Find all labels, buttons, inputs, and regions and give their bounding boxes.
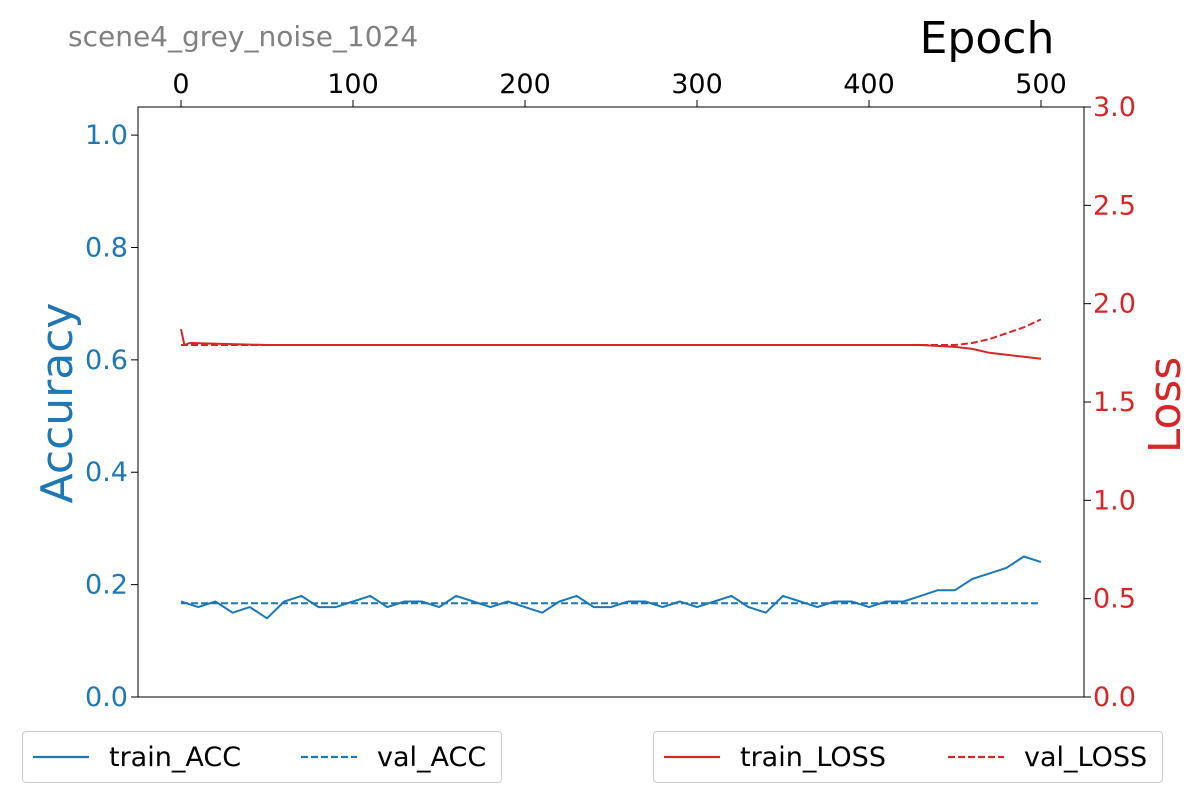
y-right-tick-label: 0.5 <box>1093 584 1136 615</box>
y-right-tick-label: 1.0 <box>1093 485 1136 516</box>
y-left-tick-label: 0.8 <box>85 232 128 263</box>
y-axis-left-label: Accuracy <box>32 303 83 504</box>
legend-label-val-loss: val_LOSS <box>1024 741 1148 773</box>
series-line-train-loss <box>180 328 1042 360</box>
legend-item-train-acc: train_ACC <box>33 732 241 782</box>
y-left-tick-label: 1.0 <box>85 120 128 151</box>
x-tick-label: 500 <box>1015 69 1067 100</box>
x-tick-label: 200 <box>499 69 551 100</box>
legend-line-solid-blue <box>33 755 89 759</box>
legend-item-train-loss: train_LOSS <box>664 732 886 782</box>
legend-label-train-acc: train_ACC <box>109 741 242 773</box>
legend-item-val-acc: val_ACC <box>301 732 486 782</box>
legend-line-solid-red <box>664 755 720 759</box>
legend-line-dashed-red <box>948 755 1004 759</box>
series-line-val-loss <box>181 318 1042 346</box>
y-left-tick-label: 0.2 <box>85 570 128 601</box>
legend-line-dashed-blue <box>301 755 357 759</box>
y-right-tick-label: 1.5 <box>1093 387 1136 418</box>
x-axis-label: Epoch <box>920 13 1055 64</box>
y-left-tick-label: 0.6 <box>85 345 128 376</box>
y-right-tick-label: 2.5 <box>1093 190 1136 221</box>
legend-label-val-acc: val_ACC <box>377 741 487 773</box>
x-tick-label: 300 <box>671 69 723 100</box>
legend-loss: train_LOSS val_LOSS <box>653 731 1163 783</box>
y-left-tick-label: 0.0 <box>85 682 128 713</box>
y-right-tick-label: 0.0 <box>1093 682 1136 713</box>
x-tick-label: 0 <box>172 69 189 100</box>
series-line-train-acc <box>180 555 1042 620</box>
plot-frame <box>137 106 1085 698</box>
legend-accuracy: train_ACC val_ACC <box>22 731 502 783</box>
plot-area: 0 100 200 300 400 500 0.0 0.2 0.4 0.6 0.8 1.0 0.0 0.5… <box>85 69 1136 713</box>
chart-title: scene4_grey_noise_1024 <box>68 20 418 53</box>
legend-label-train-loss: train_LOSS <box>740 741 886 773</box>
y-axis-right-label: Loss <box>1140 357 1191 454</box>
x-tick-label: 400 <box>843 69 895 100</box>
legend-item-val-loss: val_LOSS <box>948 732 1147 782</box>
y-right-tick-label: 2.0 <box>1093 289 1136 320</box>
y-right-tick-label: 3.0 <box>1093 92 1136 123</box>
x-tick-label: 100 <box>327 69 379 100</box>
y-left-tick-label: 0.4 <box>85 457 128 488</box>
